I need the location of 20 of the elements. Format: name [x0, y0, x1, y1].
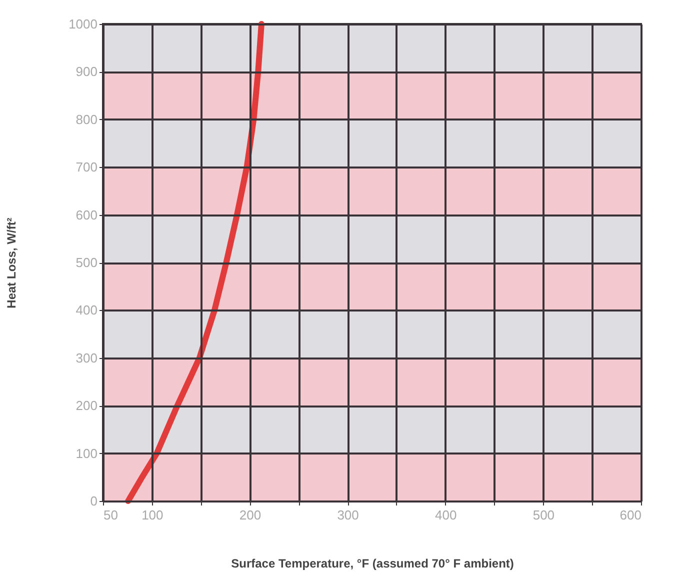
x-tick-label: 400	[435, 508, 457, 522]
y-axis-title: Heat Loss, W/ft²	[4, 218, 19, 308]
y-tick-label: 600	[76, 207, 98, 222]
y-tick-label: 900	[76, 64, 98, 80]
x-tick-label: 100	[142, 508, 164, 522]
x-tick-label: 500	[532, 508, 555, 522]
y-tick-label: 200	[76, 398, 98, 414]
x-tick-label: 50	[104, 508, 118, 522]
y-tick-label: 1000	[68, 16, 98, 32]
y-tick-label: 300	[76, 350, 98, 366]
x-axis-title: Surface Temperature, °F (assumed 70° F ambient)	[231, 556, 514, 570]
y-tick-label: 700	[76, 160, 98, 175]
y-tick-label: 400	[76, 302, 98, 318]
y-tick-label: 800	[76, 112, 98, 127]
y-tick-label: 500	[76, 255, 98, 270]
y-tick-label: 0	[90, 494, 98, 508]
x-tick-label: 200	[239, 508, 262, 522]
x-tick-label: 600	[620, 508, 642, 522]
x-tick-label: 300	[337, 508, 359, 522]
y-tick-label: 100	[76, 446, 98, 461]
